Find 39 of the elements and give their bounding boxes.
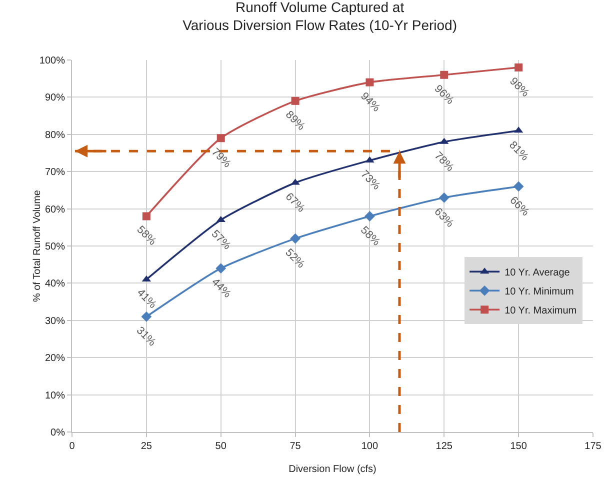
- y-tick-label: 30%: [44, 316, 66, 327]
- chart-title: Runoff Volume Captured at Various Diversion Flow Rates (10-Yr Period): [182, 0, 457, 34]
- data-label: 44%: [209, 276, 234, 300]
- legend-label: 10 Yr. Average: [504, 268, 570, 279]
- point: [366, 78, 374, 86]
- y-tick-label: 20%: [44, 353, 66, 364]
- data-label: 41%: [134, 286, 159, 312]
- y-axis-title: % of Total Runoff Volume: [32, 190, 43, 302]
- point: [291, 96, 300, 105]
- y-tick-label: 60%: [44, 204, 66, 216]
- x-axis-title: Diversion Flow (cfs): [288, 464, 376, 475]
- y-tick-label: 80%: [44, 130, 66, 141]
- y-tick-label: 10%: [44, 390, 66, 402]
- y-tick-label: 50%: [44, 242, 66, 252]
- x-tick-label: 75: [290, 441, 302, 452]
- x-tick-label: 125: [436, 441, 453, 452]
- y-tick-label: 70%: [44, 167, 66, 178]
- point: [440, 70, 448, 79]
- y-tick-label: 0%: [50, 428, 66, 438]
- point: [216, 263, 226, 274]
- point: [216, 134, 225, 142]
- point: [290, 233, 300, 244]
- x-tick-label: 25: [140, 441, 152, 452]
- legend-label: 10 Yr. Minimum: [504, 286, 574, 298]
- point: [141, 311, 152, 322]
- y-tick-label: 40%: [44, 278, 66, 290]
- x-tick-label: 0: [69, 441, 76, 452]
- point: [513, 181, 524, 192]
- point: [514, 63, 523, 72]
- x-tick-label: 175: [584, 441, 602, 452]
- point: [142, 212, 150, 220]
- point: [438, 192, 450, 203]
- point: [364, 211, 375, 222]
- x-tick-label: 100: [361, 441, 378, 452]
- x-tick-label: 150: [510, 441, 528, 452]
- y-tick-label: 90%: [44, 92, 66, 104]
- y-tick-label: 100%: [39, 56, 66, 66]
- legend-label: 10 Yr. Maximum: [504, 306, 577, 317]
- x-tick-label: 50: [215, 441, 227, 452]
